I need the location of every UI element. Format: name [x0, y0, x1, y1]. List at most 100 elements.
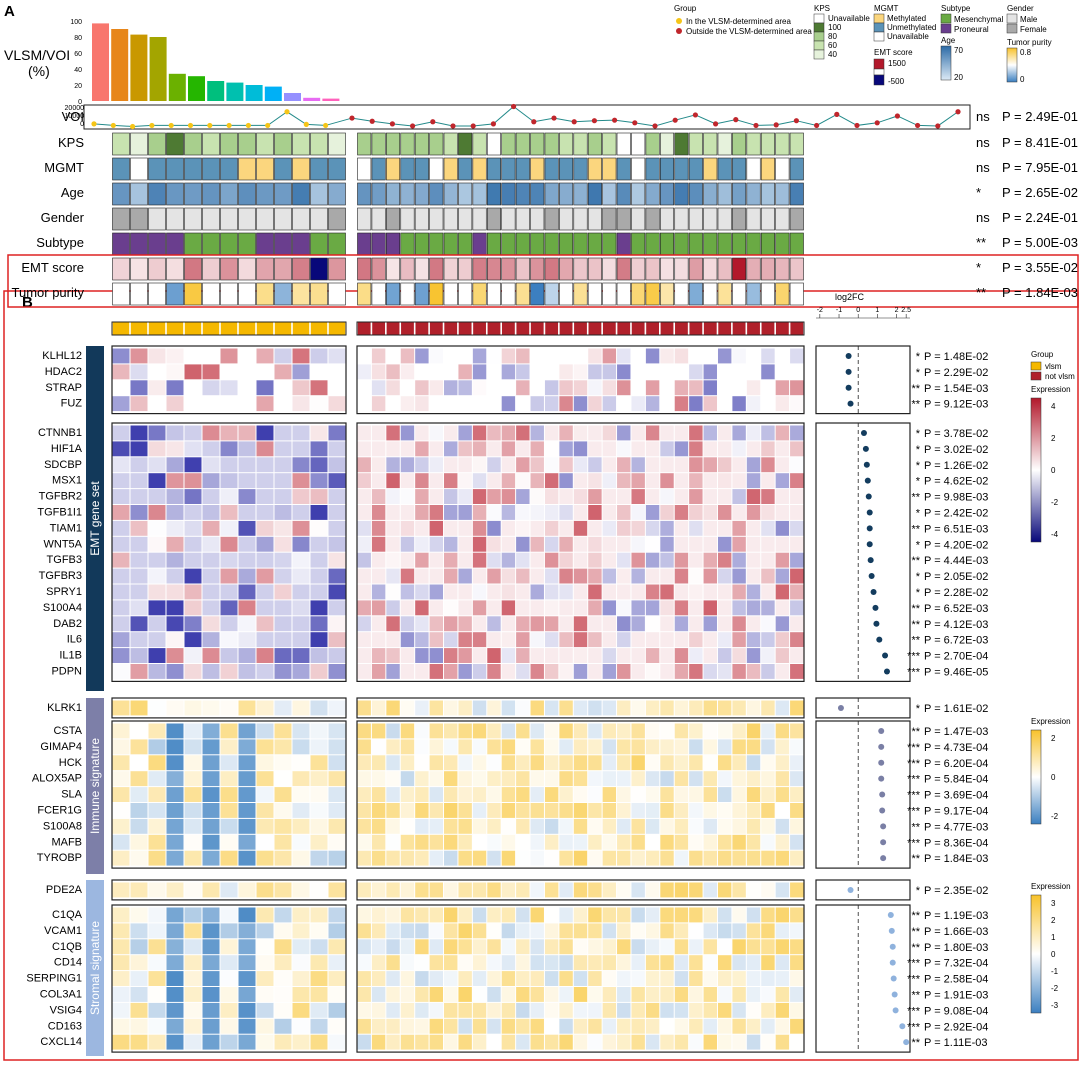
heatmap-cell [516, 700, 530, 716]
heatmap-cell [238, 600, 256, 616]
heatmap-cell [357, 971, 371, 986]
heatmap-cell [544, 425, 559, 441]
heatmap-cell [645, 971, 660, 986]
heatmap-cell [415, 536, 429, 552]
heatmap-cell [703, 1002, 717, 1018]
heatmap-cell [501, 987, 516, 1002]
gene-label: STRAP [45, 382, 82, 394]
subtype-tile [130, 232, 148, 256]
age-tile [328, 182, 346, 206]
heatmap-cell [617, 473, 631, 489]
heatmap-cell [444, 834, 458, 850]
heatmap-cell [674, 380, 689, 396]
heatmap-cell [328, 882, 346, 898]
voi-point-outside [753, 122, 759, 129]
clinical-row-pvalue: P = 2.24E-01 [1002, 210, 1078, 225]
heatmap-cell [328, 987, 346, 1002]
heatmap-cell [458, 739, 472, 755]
heatmap-cell [544, 552, 559, 568]
heatmap-cell [166, 739, 184, 755]
gene-label: HDAC2 [45, 366, 82, 378]
heatmap-cell [689, 648, 703, 663]
heatmap-cell [184, 939, 202, 955]
heatmap-cell [660, 520, 674, 536]
heatmap-cell [631, 520, 645, 536]
heatmap-cell [761, 616, 775, 632]
clinical-row-sig: ns [976, 109, 990, 124]
gene-sig: *** [907, 651, 921, 663]
heatmap-cell [184, 520, 202, 536]
heatmap-cell [717, 787, 732, 802]
heatmap-cell [689, 907, 703, 923]
heatmap-cell [790, 755, 804, 771]
heatmap-cell [386, 664, 400, 679]
heatmap-cell [516, 600, 530, 616]
heatmap-cell [645, 584, 660, 600]
heatmap-cell [516, 1018, 530, 1034]
heatmap-cell [660, 584, 674, 600]
heatmap-cell [238, 616, 256, 632]
heatmap-cell [328, 1018, 346, 1034]
heatmap-cell [400, 457, 415, 473]
heatmap-cell [238, 755, 256, 771]
age-tile [660, 182, 675, 206]
clinical-row-sig: ns [976, 210, 990, 225]
heatmap-cell [775, 1034, 790, 1050]
section-label: Stromal signature [88, 921, 102, 1015]
gender-tile [220, 207, 238, 231]
heatmap-cell [400, 955, 415, 971]
logfc-frame [815, 345, 911, 415]
group-strip-tile [775, 321, 790, 336]
gene-label: ALOX5AP [32, 773, 82, 785]
mgmt-tile [220, 157, 238, 181]
heatmap-cell [660, 907, 674, 923]
heatmap-cell [559, 457, 573, 473]
heatmap-cell [544, 939, 559, 955]
heatmap-cell [130, 380, 148, 396]
heatmap-cell [530, 939, 544, 955]
heatmap-cell [472, 939, 487, 955]
legend-subtype-title: Subtype [941, 4, 971, 13]
heatmap-cell [274, 520, 292, 536]
heatmap-cell [602, 396, 617, 412]
heatmap-cell [472, 907, 487, 923]
heatmap-cell [530, 568, 544, 584]
heatmap-cell [371, 457, 386, 473]
heatmap-cell [220, 739, 238, 755]
heatmap-cell [357, 739, 371, 755]
heatmap-cell [310, 520, 328, 536]
heatmap-cell [310, 441, 328, 457]
heatmap-cell [130, 600, 148, 616]
heatmap-cell [256, 600, 274, 616]
emt-tile [429, 257, 444, 281]
heatmap-cell [761, 723, 775, 739]
heatmap-cell [202, 987, 220, 1002]
group-strip-tile [112, 321, 130, 336]
purity-tile [112, 282, 130, 306]
heatmap-cell [617, 664, 631, 679]
heatmap-cell [148, 771, 166, 787]
heatmap-cell [674, 971, 689, 986]
heatmap-cell [660, 955, 674, 971]
heatmap-cell [775, 939, 790, 955]
heatmap-cell [602, 882, 617, 898]
heatmap-cell [530, 396, 544, 412]
heatmap-cell [588, 787, 602, 802]
heatmap-cell [238, 700, 256, 716]
logfc-dot [892, 1007, 899, 1014]
heatmap-cell [148, 739, 166, 755]
heatmap-cell [602, 700, 617, 716]
heatmap-cell [588, 489, 602, 504]
heatmap-cell [415, 850, 429, 866]
heatmap-cell [588, 568, 602, 584]
heatmap-cell [775, 441, 790, 457]
heatmap-cell [617, 939, 631, 955]
gene-pvalue: P = 4.62E-02 [924, 476, 988, 488]
age-tile [292, 182, 310, 206]
heatmap-cell [112, 552, 130, 568]
heatmap-cell [415, 723, 429, 739]
mgmt-tile [371, 157, 386, 181]
heatmap-cell [602, 489, 617, 504]
age-tile [501, 182, 516, 206]
heatmap-cell [444, 632, 458, 648]
